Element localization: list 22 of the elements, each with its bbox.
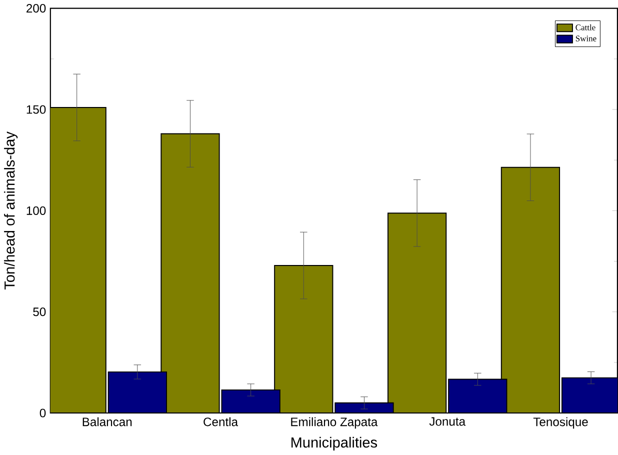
y-axis-title: Ton/head of animals-day	[4, 132, 18, 290]
x-tick-label: Tenosique	[533, 418, 588, 429]
bar	[335, 403, 394, 414]
bar	[448, 379, 507, 414]
x-axis-title: Municipalities	[291, 437, 378, 451]
y-tick-label: 100	[26, 206, 46, 216]
bar	[274, 266, 333, 414]
legend-label: Cattle	[576, 24, 596, 31]
bar	[222, 390, 280, 414]
bar	[161, 134, 220, 414]
bar	[108, 372, 166, 414]
bar	[388, 213, 446, 414]
x-tick-label: Jonuta	[429, 418, 466, 426]
legend-label: Swine	[576, 36, 596, 42]
y-tick-label: 50	[33, 308, 46, 316]
bar	[500, 167, 560, 414]
y-tick-label: 150	[26, 105, 46, 114]
y-tick-label: 0	[40, 408, 46, 418]
y-tick-label: 200	[26, 4, 46, 13]
x-tick-label: Centla	[204, 418, 238, 426]
x-tick-label: Balancan	[82, 418, 132, 426]
x-tick-label: Emiliano Zapata	[291, 418, 378, 429]
